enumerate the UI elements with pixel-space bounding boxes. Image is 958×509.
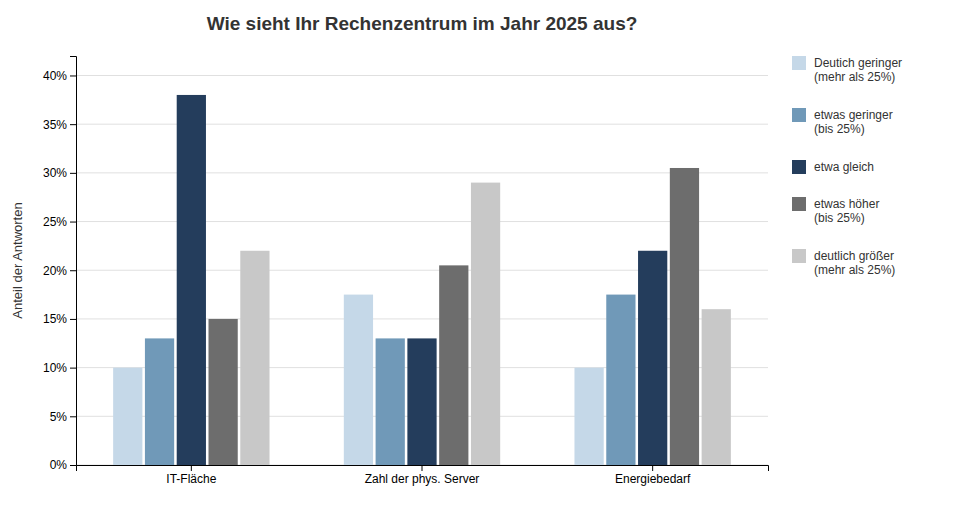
bar	[471, 183, 500, 465]
title: Wie sieht Ihr Rechenzentrum im Jahr 2025…	[207, 13, 638, 34]
legend-label-line: (bis 25%)	[814, 122, 865, 136]
y-tick-mark	[70, 416, 76, 417]
y-tick-label: 25%	[43, 215, 67, 229]
legend-swatch	[792, 56, 806, 70]
legend-label-line: (mehr als 25%)	[814, 70, 895, 84]
x-tick-label: Energiebedarf	[615, 472, 691, 486]
bar	[344, 295, 373, 465]
bar	[439, 265, 468, 465]
bar-series	[177, 95, 668, 465]
bar	[113, 368, 142, 465]
legend: Deutich geringer(mehr als 25%)etwas geri…	[792, 56, 902, 277]
plot-area: 0% 5% 10% 15% 20% 25% 30% 35% 40% IT-Fläche Zahl d…	[43, 57, 769, 486]
bar	[208, 319, 237, 465]
bar	[702, 309, 731, 465]
x-tick-mark	[652, 465, 653, 471]
x-axis: IT-Fläche Zahl der phys. Server Energiebed…	[77, 465, 769, 486]
y-tick-label: 40%	[43, 69, 67, 83]
y-tick: 40%	[43, 69, 76, 83]
y-tick-label: 5%	[50, 410, 68, 424]
x-tick: IT-Fläche	[166, 465, 216, 486]
chart: 0% 5% 10% 15% 20% 25% 30% 35% 40% IT-Fläche Zahl d…	[0, 0, 958, 509]
legend-label: etwas höher(bis 25%)	[814, 197, 879, 225]
x-tick-label: IT-Fläche	[166, 472, 216, 486]
y-tick: 20%	[43, 264, 76, 278]
x-tick-mark	[422, 465, 423, 471]
bar	[606, 295, 635, 465]
grid-line	[76, 75, 768, 76]
bar-series	[208, 168, 699, 465]
legend-label-line: etwas geringer	[814, 108, 893, 122]
y-tick-mark	[70, 465, 76, 466]
y-axis: 0% 5% 10% 15% 20% 25% 30% 35% 40%	[43, 57, 77, 473]
x-tick-label: Zahl der phys. Server	[365, 472, 480, 486]
legend-item: Deutich geringer(mehr als 25%)	[792, 56, 902, 84]
y-tick-label: 20%	[43, 264, 67, 278]
legend-label-line: (mehr als 25%)	[814, 263, 895, 277]
y-tick: 10%	[43, 361, 76, 375]
legend-item: etwas höher(bis 25%)	[792, 197, 879, 225]
bar	[240, 251, 269, 465]
bar	[177, 95, 206, 465]
x-tick-mark	[191, 465, 192, 471]
legend-swatch	[792, 160, 806, 174]
y-tick-mark	[70, 173, 76, 174]
bar	[670, 168, 699, 465]
y-tick-mark	[70, 319, 76, 320]
bar	[376, 338, 405, 465]
y-tick-label: 30%	[43, 166, 67, 180]
x-tick: Energiebedarf	[615, 465, 691, 486]
y-tick-mark	[70, 368, 76, 369]
y-tick-mark	[70, 222, 76, 223]
legend-label-line: Deutich geringer	[814, 56, 902, 70]
y-tick-mark	[70, 270, 76, 271]
y-axis-line	[70, 57, 77, 466]
legend-label-line: etwa gleich	[814, 160, 874, 174]
y-tick: 25%	[43, 215, 76, 229]
bar	[574, 368, 603, 465]
legend-swatch	[792, 197, 806, 211]
y-tick-label: 0%	[50, 458, 68, 472]
bars	[113, 95, 731, 465]
legend-swatch	[792, 249, 806, 263]
x-tick: Zahl der phys. Server	[365, 465, 480, 486]
legend-item: etwas geringer(bis 25%)	[792, 108, 893, 136]
legend-label-line: (bis 25%)	[814, 211, 865, 225]
y-tick: 30%	[43, 166, 76, 180]
bar	[638, 251, 667, 465]
legend-label-line: deutlich größer	[814, 249, 894, 263]
grid	[76, 75, 768, 465]
legend-label-line: etwas höher	[814, 197, 879, 211]
y-tick-label: 10%	[43, 361, 67, 375]
y-tick: 15%	[43, 312, 76, 326]
bar-series	[240, 183, 731, 465]
y-tick: 35%	[43, 118, 76, 132]
legend-label: etwas geringer(bis 25%)	[814, 108, 893, 136]
legend-label: etwa gleich	[814, 160, 874, 174]
bar	[145, 338, 174, 465]
bar	[407, 338, 436, 465]
y-tick: 0%	[50, 458, 76, 472]
legend-item: deutlich größer(mehr als 25%)	[792, 249, 895, 277]
x-axis-line	[77, 466, 769, 472]
y-axis-title: Anteil der Antworten	[10, 202, 25, 318]
y-tick-mark	[70, 75, 76, 76]
y-tick-label: 35%	[43, 118, 67, 132]
bar-series	[145, 295, 636, 465]
legend-label: deutlich größer(mehr als 25%)	[814, 249, 895, 277]
y-tick: 5%	[50, 410, 76, 424]
legend-label: Deutich geringer(mehr als 25%)	[814, 56, 902, 84]
legend-item: etwa gleich	[792, 160, 874, 174]
legend-swatch	[792, 108, 806, 122]
y-tick-mark	[70, 124, 76, 125]
y-tick-label: 15%	[43, 312, 67, 326]
